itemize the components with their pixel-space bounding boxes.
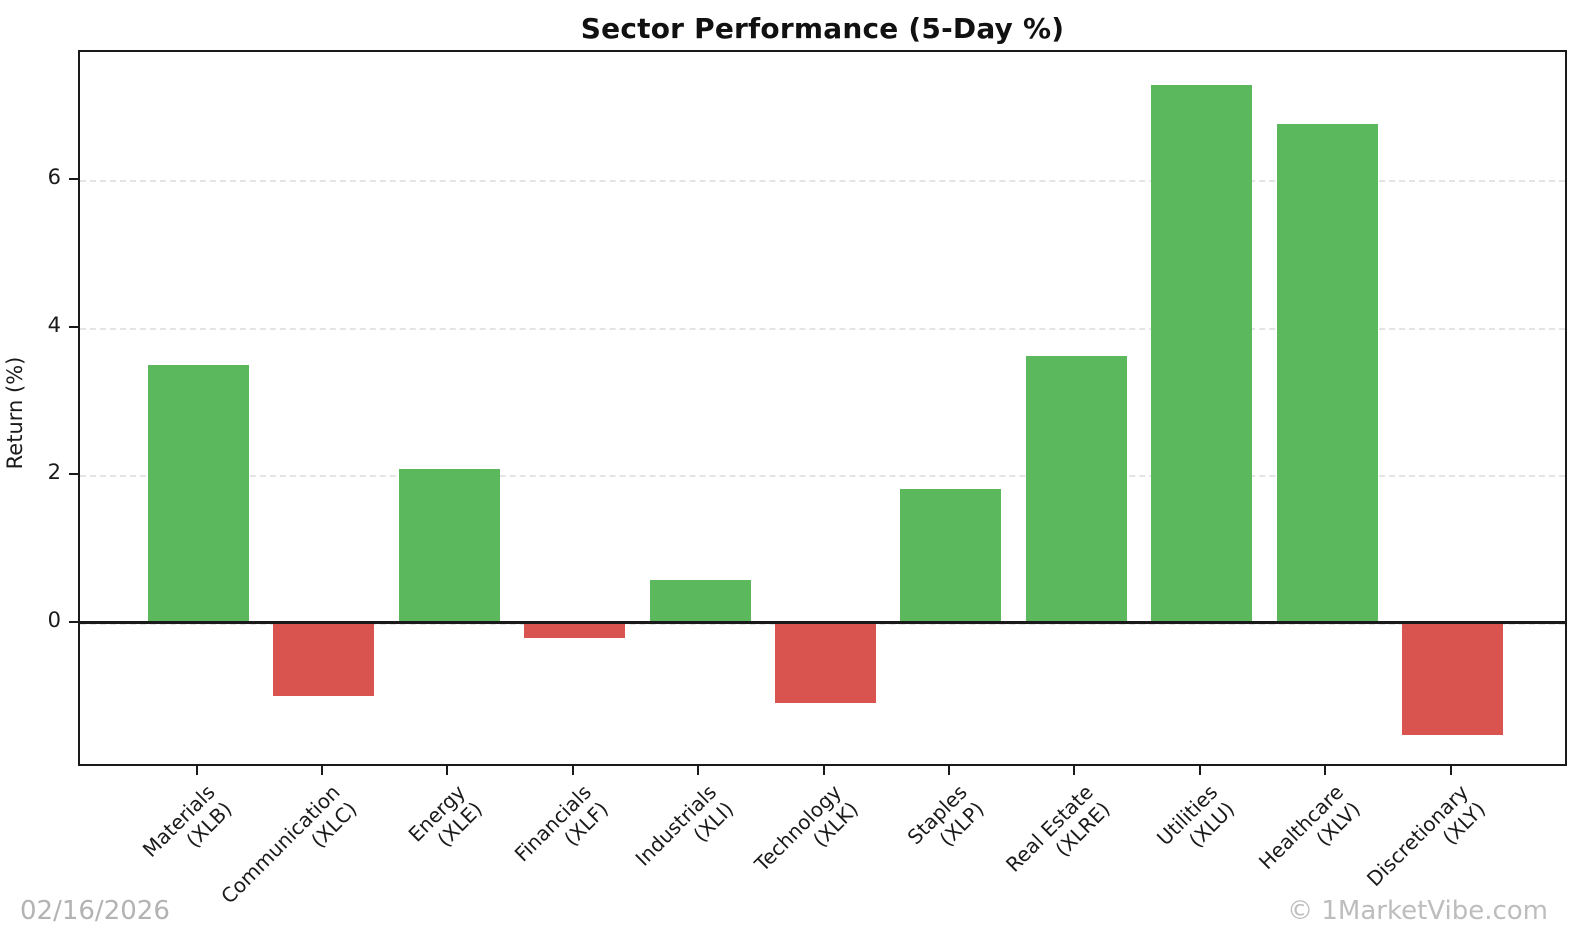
x-tick-mark	[1073, 766, 1076, 775]
x-tick-label-text: Energy (XLE)	[404, 780, 487, 863]
bar-xlc	[273, 622, 375, 696]
bar-xlp	[900, 489, 1002, 623]
x-tick-mark	[446, 766, 449, 775]
bar-xli	[649, 579, 751, 623]
x-tick-label-text: Materials (XLB)	[138, 780, 237, 879]
x-tick-mark	[320, 766, 323, 775]
bar-xlf	[524, 622, 626, 639]
bar-xlb	[148, 365, 249, 623]
y-tick-label: 2	[47, 460, 61, 485]
x-tick-label-text: Healthcare (XLV)	[1254, 780, 1365, 891]
x-tick-label-text: Discretionary (XLY)	[1362, 780, 1490, 908]
bar-xly	[1402, 622, 1503, 735]
x-tick-label-text: Staples (XLP)	[903, 780, 989, 866]
zero-line	[80, 621, 1565, 625]
y-tick-mark	[69, 325, 78, 328]
x-tick-mark	[195, 766, 198, 775]
bar-xlre	[1025, 355, 1127, 623]
gridline-y2	[80, 475, 1565, 478]
bar-xlk	[775, 622, 876, 703]
chart-title: Sector Performance (5-Day %)	[580, 12, 1065, 45]
y-tick-label: 6	[47, 165, 61, 190]
y-tick-label: 4	[47, 312, 61, 337]
x-tick-mark	[1449, 766, 1452, 775]
footer-watermark: © 1MarketVibe.com	[1287, 896, 1548, 926]
x-tick-label-text: Real Estate (XLRE)	[1001, 780, 1115, 894]
x-tick-label-text: Financials (XLF)	[509, 780, 612, 883]
footer-date: 02/16/2026	[20, 896, 170, 926]
x-tick-label-text: Technology (XLK)	[750, 780, 863, 893]
x-tick-mark	[1324, 766, 1327, 775]
x-tick-mark	[697, 766, 700, 775]
gridline-y4	[80, 327, 1565, 330]
x-tick-label-text: Utilities (XLU)	[1152, 780, 1239, 867]
bar-xlu	[1151, 84, 1253, 623]
plot-area	[78, 50, 1567, 766]
x-tick-mark	[822, 766, 825, 775]
y-tick-mark	[69, 178, 78, 181]
bar-xle	[398, 468, 500, 623]
bar-xlv	[1276, 123, 1378, 623]
y-axis-title: Return (%)	[3, 356, 27, 470]
x-tick-label-text: Industrials (XLI)	[630, 780, 738, 888]
y-tick-label: 0	[47, 608, 61, 633]
y-tick-mark	[69, 473, 78, 476]
x-tick-mark	[947, 766, 950, 775]
x-tick-mark	[571, 766, 574, 775]
gridline-y6	[80, 180, 1565, 183]
x-tick-mark	[1198, 766, 1201, 775]
y-tick-mark	[69, 621, 78, 624]
x-tick-label-text: Communication (XLC)	[216, 780, 361, 925]
